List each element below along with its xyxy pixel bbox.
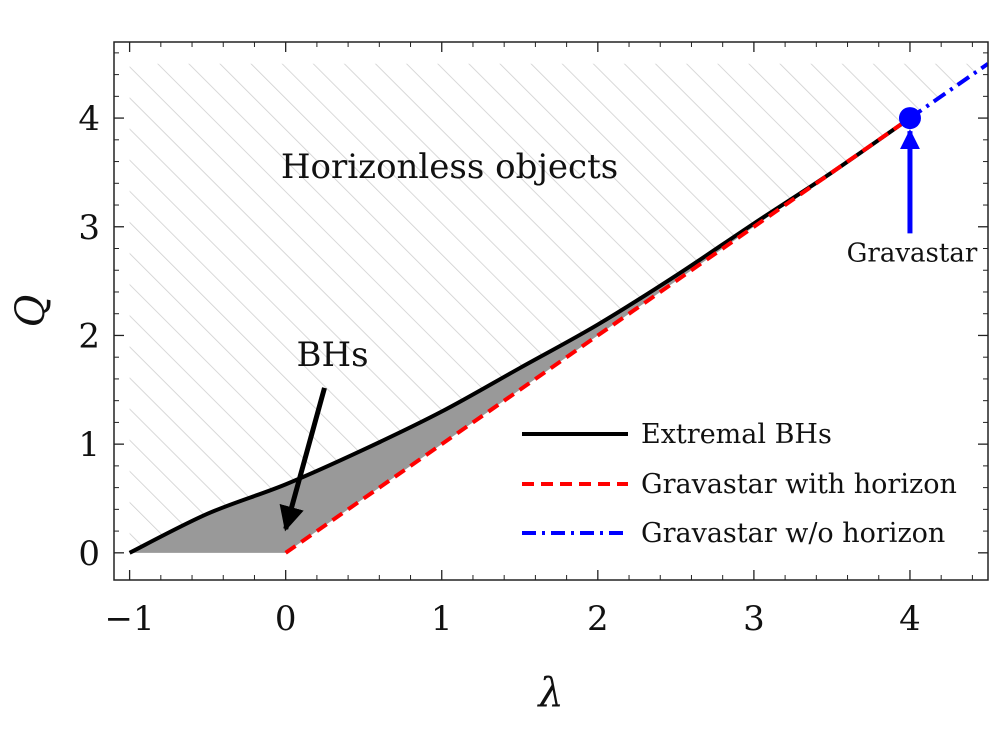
series-layer — [128, 62, 988, 555]
series-gravastar-without-horizon — [908, 62, 988, 120]
x-tick-label: 1 — [431, 599, 453, 639]
annotation-horizonless: Horizonless objects — [281, 147, 618, 187]
y-axis-label: Q — [8, 295, 54, 328]
y-tick-label: 0 — [78, 534, 100, 574]
x-tick-label: 0 — [275, 599, 297, 639]
legend-gravastar-without-horizon-label: Gravastar w/o horizon — [641, 518, 945, 549]
annotations-layer: Horizonless objects BHs Gravastar — [279, 129, 978, 532]
y-tick-label: 4 — [78, 99, 100, 139]
horizonless-region — [129, 63, 988, 553]
annotation-bhs: BHs — [296, 335, 368, 375]
gravastar-point-marker — [898, 107, 921, 130]
x-axis-label: λ — [536, 670, 563, 716]
y-tick-label: 1 — [78, 425, 100, 465]
legend-gravastar-with-horizon-label: Gravastar with horizon — [641, 469, 957, 500]
x-tick-label: 2 — [587, 599, 609, 639]
y-tick-label: 3 — [78, 208, 100, 248]
legend-extremal-bhs-label: Extremal BHs — [641, 419, 832, 450]
y-tick-label: 2 — [78, 316, 100, 356]
bhs-arrow — [279, 387, 327, 532]
x-tick-label: 4 — [899, 599, 921, 639]
regions-layer — [129, 63, 988, 553]
x-tick-label: −1 — [105, 599, 155, 639]
legend: Extremal BHs Gravastar with horizon Gravas… — [522, 419, 957, 549]
series-gravastar-with-horizon — [284, 116, 912, 555]
annotation-gravastar: Gravastar — [847, 238, 978, 268]
x-tick-label: 3 — [743, 599, 765, 639]
plot-frame — [113, 41, 989, 581]
